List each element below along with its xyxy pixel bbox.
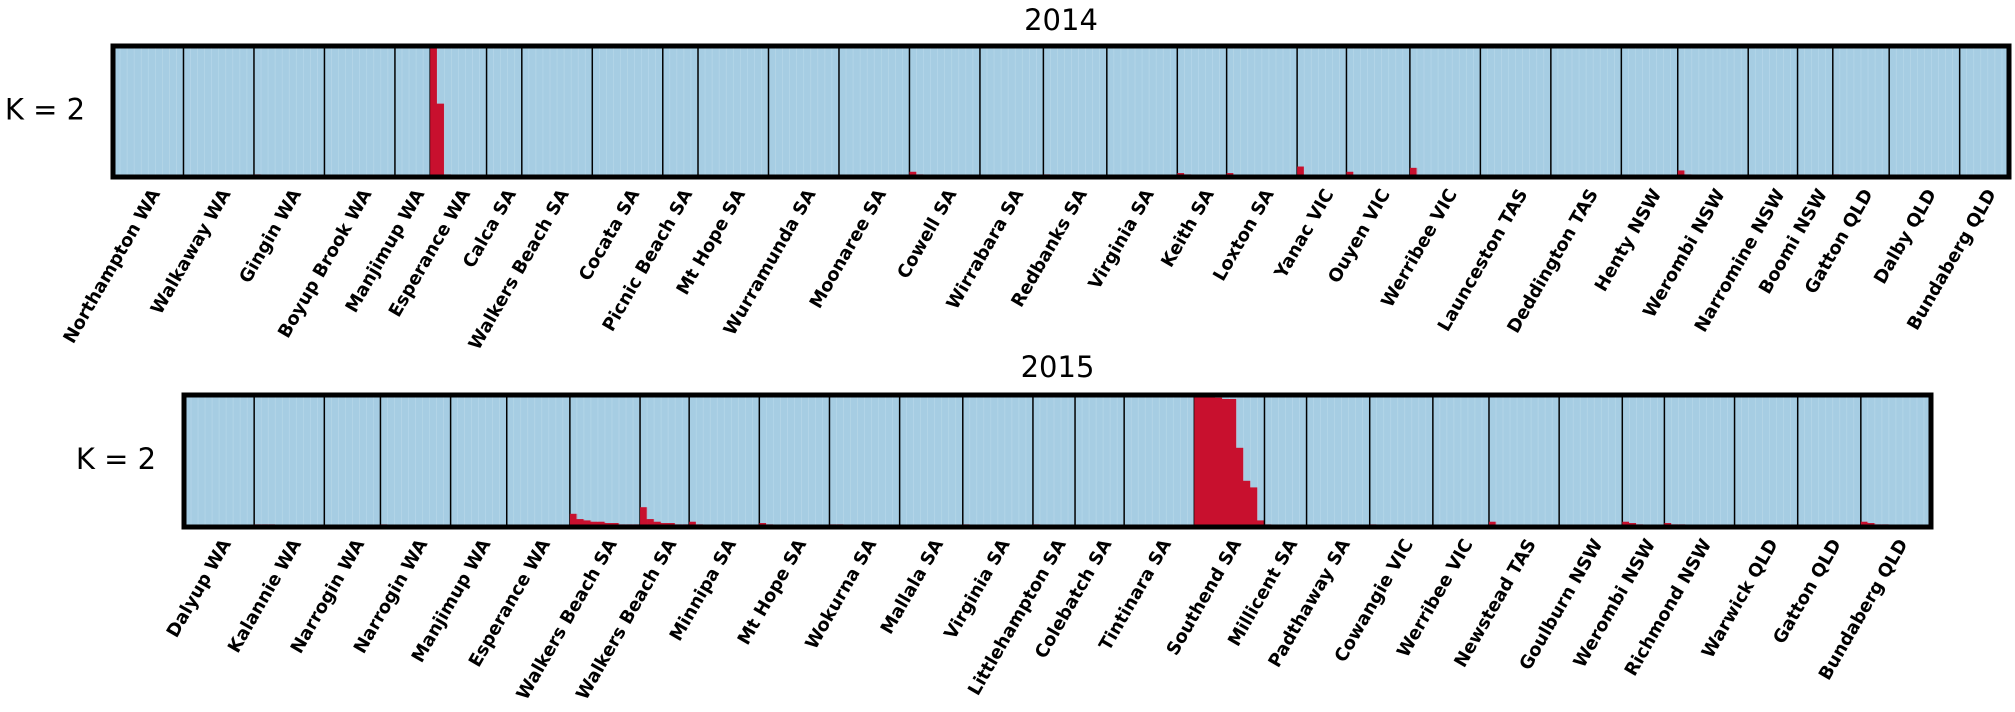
population-label: Walkers Beach SA (465, 185, 574, 353)
individual-bar (569, 513, 578, 527)
individual-bar (1409, 167, 1418, 177)
population-label: Henty NSW (1591, 185, 1667, 295)
individual-bar (1229, 398, 1237, 527)
individual-bar (1677, 170, 1686, 177)
population-label: Cowell SA (893, 185, 961, 282)
individual-bar (590, 521, 599, 527)
individual-bar (654, 521, 662, 527)
individual-bar (640, 507, 648, 527)
individual-bar (1346, 171, 1354, 177)
individual-bar (430, 46, 438, 177)
panel-title: 2015 (1021, 350, 1095, 384)
individual-bar (1622, 521, 1630, 527)
individual-bar (1236, 447, 1244, 527)
population-label: Northampton WA (59, 185, 164, 347)
individual-bar (576, 519, 585, 527)
individual-bar (647, 519, 655, 527)
k-label: K = 2 (5, 93, 85, 127)
individual-bar (583, 520, 592, 527)
individual-bar (1215, 397, 1223, 527)
population-label: Gatton QLD (1769, 536, 1846, 648)
panel-border (110, 43, 2012, 180)
individual-bar (597, 521, 606, 527)
panel-border (181, 392, 1934, 530)
individual-bar (1860, 521, 1869, 527)
population-label: Virginia SA (1085, 185, 1159, 293)
individual-bar (1250, 487, 1258, 527)
background (113, 46, 2009, 177)
individual-bar (689, 521, 697, 527)
individual-bar (1297, 166, 1305, 177)
individual-bar (1488, 521, 1497, 527)
individual-bar (437, 103, 445, 177)
individual-bar (909, 171, 917, 177)
individual-bar (1208, 396, 1216, 527)
population-label: Keith SA (1157, 185, 1219, 271)
population-label: Mallala SA (877, 535, 948, 637)
population-label: Moonaree SA (806, 185, 891, 312)
k-label: K = 2 (76, 442, 156, 476)
individual-bar (1257, 520, 1265, 527)
panel-title: 2014 (1024, 3, 1098, 37)
population-label: Mt Hope SA (734, 535, 811, 648)
individual-bar (1222, 398, 1230, 527)
population-label: Gingin WA (235, 185, 306, 286)
population-label: Loxton SA (1209, 185, 1278, 284)
background (184, 395, 1931, 527)
individual-bar (1201, 395, 1209, 527)
population-label: Dalyup WA (163, 535, 236, 641)
population-label: Walkaway WA (147, 185, 236, 318)
population-label: Wokurna SA (801, 535, 881, 652)
individual-bar (1194, 395, 1202, 527)
individual-bar (1243, 480, 1251, 527)
population-label: Dalby QLD (1870, 186, 1941, 288)
